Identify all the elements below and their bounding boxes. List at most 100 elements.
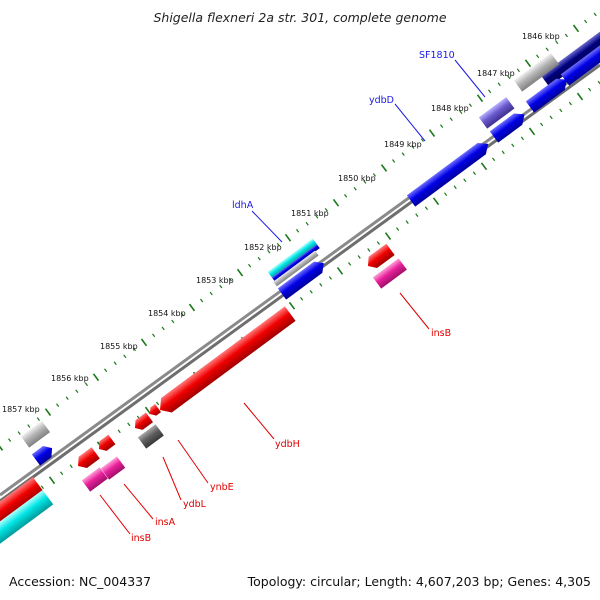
gene-red-insa-2[interactable] [74, 447, 100, 471]
label-ydbh[interactable]: ydbH [275, 439, 300, 450]
scale-tick-minor [171, 319, 175, 324]
kbp-label-1851: 1851 kbp [291, 209, 329, 218]
label-sf1810[interactable]: SF1810 [419, 50, 455, 61]
scale-tick-minor [267, 249, 271, 254]
scale-tick-major [92, 373, 100, 382]
gene-magenta-insb-bottom[interactable] [81, 467, 108, 492]
gene-gray-1857[interactable] [20, 420, 51, 448]
label-ldha[interactable]: ldhA [232, 200, 254, 211]
scale-tick-minor [497, 82, 501, 87]
gene-navy-1846[interactable] [540, 27, 600, 87]
scale-tick-minor [300, 297, 304, 301]
gene-blue-ydbd[interactable] [406, 138, 492, 207]
scale-tick-minor [357, 255, 361, 259]
scale-tick-minor [219, 284, 223, 289]
outer-scale-ticks [0, 12, 597, 451]
kbp-label-1857: 1857 kbp [2, 405, 40, 414]
map-title: Shigella flexneri 2a str. 301, complete … [153, 10, 446, 25]
scale-tick-minor [584, 19, 588, 24]
scale-tick-minor [511, 143, 515, 148]
scale-tick-minor [492, 157, 496, 162]
scale-tick-minor [156, 401, 160, 406]
scale-tick-major [432, 197, 440, 206]
label-insa[interactable]: insA [155, 517, 176, 528]
scale-tick-major [284, 233, 292, 242]
scale-tick-minor [209, 291, 213, 296]
scale-tick-major [336, 267, 344, 275]
scale-tick-major [384, 232, 392, 240]
gene-red-ynbe[interactable] [131, 412, 154, 432]
scale-tick-minor [593, 12, 597, 17]
gene-magenta-insb-top[interactable] [372, 258, 407, 289]
scale-tick-minor [117, 429, 121, 434]
gene-red-bottom-left[interactable] [0, 477, 44, 528]
scale-tick-minor [540, 122, 544, 127]
scale-tick-minor [248, 263, 252, 268]
scale-tick-minor [353, 187, 357, 191]
gene-blue-1853[interactable] [277, 257, 328, 300]
scale-tick-minor [472, 171, 476, 176]
gene-red-insa-1[interactable] [95, 434, 116, 454]
scale-tick-major [144, 406, 152, 415]
scale-tick-minor [463, 178, 467, 183]
label-insb-bottom[interactable]: insB [131, 533, 151, 544]
kbp-label-1850: 1850 kbp [338, 174, 376, 183]
scale-tick-major [44, 408, 52, 416]
scale-tick-minor [309, 290, 313, 294]
scale-tick-minor [296, 228, 300, 233]
gene-gray-1847[interactable] [513, 53, 560, 92]
scale-tick-minor [392, 159, 396, 163]
gene-red-ydbh[interactable] [155, 306, 296, 417]
scale-tick-major [48, 476, 56, 485]
scale-tick-minor [276, 242, 280, 247]
gene-darkgray-ydbl[interactable] [137, 424, 164, 449]
scale-tick-minor [344, 194, 348, 198]
scale-tick-major [140, 338, 148, 347]
label-ynbe[interactable]: ynbE [210, 482, 234, 493]
label-ydbd[interactable]: ydbD [369, 95, 394, 106]
scale-tick-minor [69, 464, 73, 469]
gene-cyan-ldha[interactable] [267, 238, 320, 282]
scale-tick-minor [305, 221, 309, 226]
kbp-label-1856: 1856 kbp [51, 374, 89, 383]
label-ydbl[interactable]: ydbL [183, 499, 207, 510]
scale-tick-minor [324, 208, 328, 212]
kbp-label-1855: 1855 kbp [100, 342, 138, 351]
topology-text: Topology: circular; Length: 4,607,203 bp… [247, 574, 591, 589]
label-insb-top[interactable]: insB [431, 328, 451, 339]
scale-tick-minor [507, 75, 511, 80]
scale-tick-major [380, 164, 388, 172]
scale-tick-minor [315, 214, 319, 219]
scale-tick-major [288, 301, 296, 310]
scale-tick-minor [132, 347, 136, 352]
scale-tick-major [428, 129, 436, 137]
scale-tick-minor [152, 333, 156, 338]
scale-tick-minor [104, 368, 108, 373]
gene-blue-1846[interactable] [560, 38, 600, 86]
gene-red-insb-top[interactable] [364, 243, 395, 272]
scale-tick-minor [401, 152, 405, 156]
scale-tick-minor [501, 150, 505, 155]
scale-tick-minor [405, 220, 409, 224]
scale-tick-major [572, 24, 580, 33]
gene-blue-1847b[interactable] [525, 74, 571, 113]
kbp-label-1849: 1849 kbp [384, 140, 422, 149]
gene-red-small-1[interactable] [147, 404, 162, 418]
gene-slate-sf1810[interactable] [478, 97, 515, 129]
scale-tick-minor [372, 173, 376, 177]
gene-blue-1848[interactable] [489, 109, 529, 143]
gene-cyan-bottom-left[interactable] [0, 489, 54, 548]
gene-blue-1857[interactable] [31, 442, 56, 466]
scale-tick-minor [545, 47, 549, 52]
scale-tick-minor [555, 40, 559, 45]
scale-tick-minor [424, 206, 428, 210]
scale-tick-minor [27, 424, 31, 428]
gene-gray-1852[interactable] [273, 250, 319, 287]
scale-tick-minor [228, 277, 232, 282]
scale-tick-major [528, 127, 536, 136]
scale-tick-minor [564, 33, 568, 38]
scale-tick-minor [459, 110, 463, 114]
gene-magenta-insa[interactable] [100, 456, 126, 480]
scale-tick-minor [123, 354, 127, 359]
scale-tick-minor [520, 136, 524, 141]
